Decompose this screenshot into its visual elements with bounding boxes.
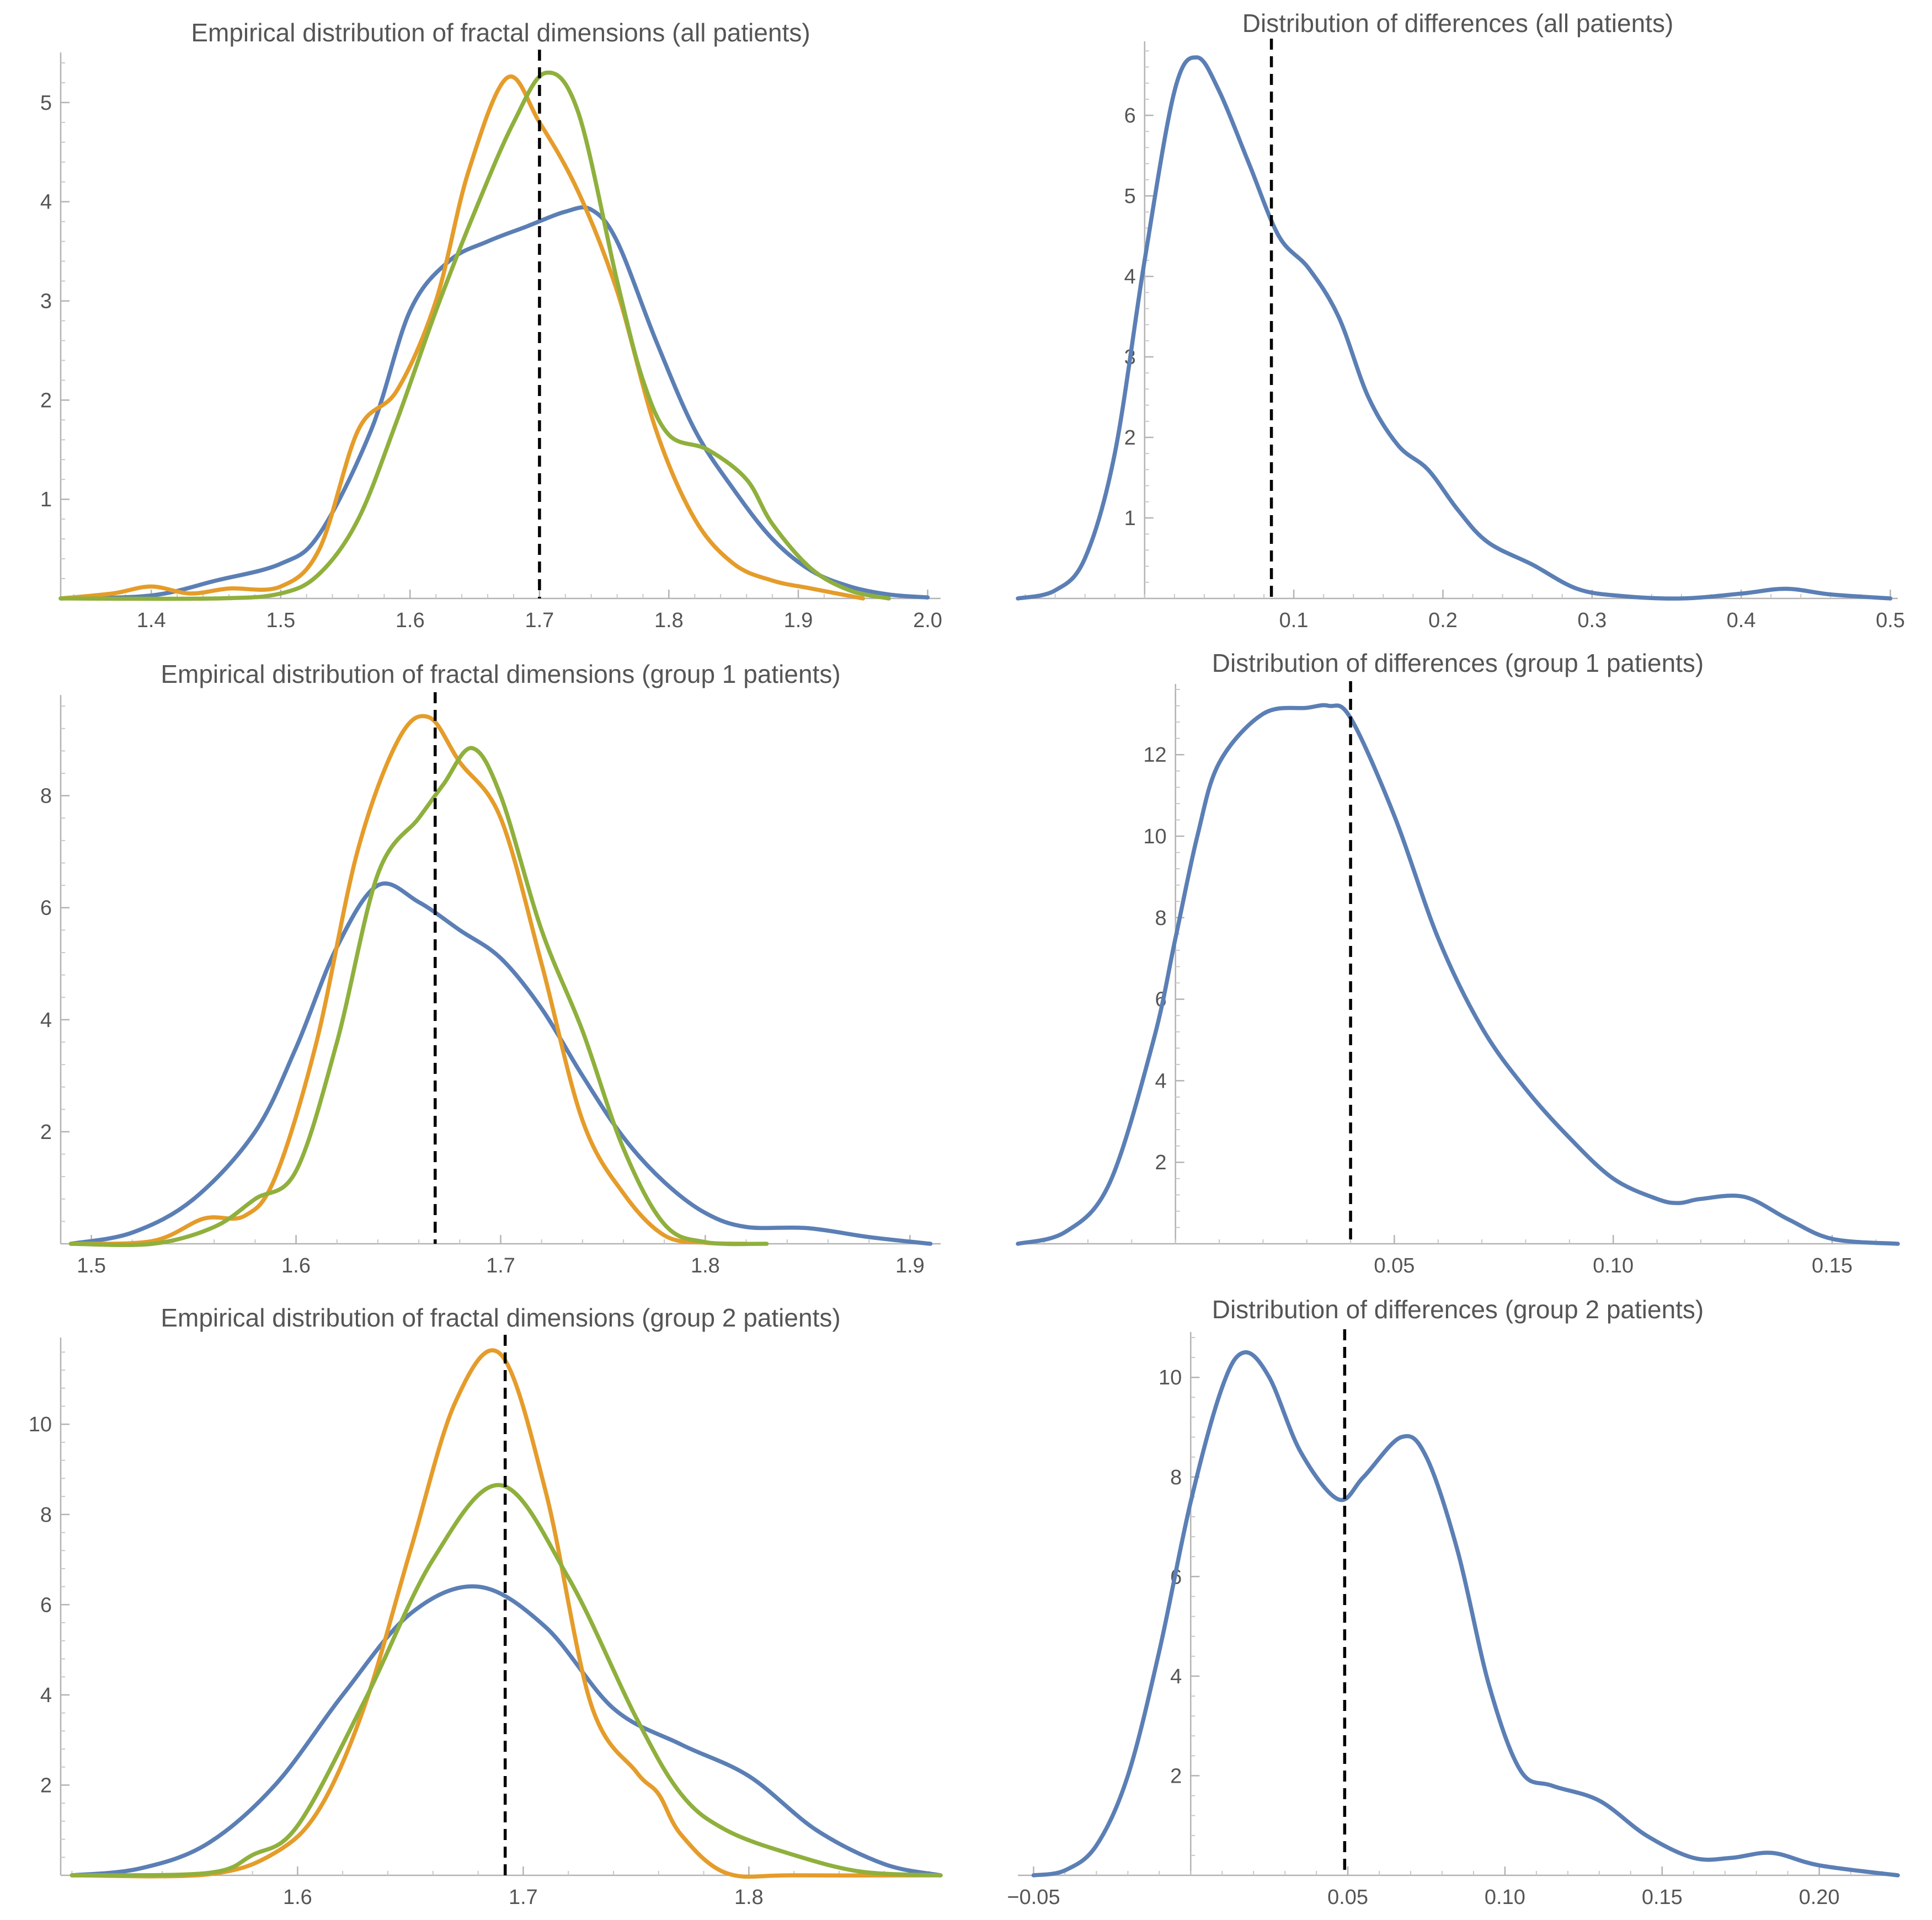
x-tick-label: 0.05 [1374, 1254, 1415, 1277]
chart-title: Empirical distribution of fractal dimens… [161, 1303, 840, 1332]
x-tick-label: 1.7 [509, 1886, 538, 1909]
x-tick-label: 2.0 [913, 609, 942, 632]
chart-title: Empirical distribution of fractal dimens… [161, 660, 840, 688]
y-tick-label: 2 [40, 389, 52, 412]
x-tick-label: 1.9 [895, 1254, 925, 1277]
x-tick-label: 0.15 [1812, 1254, 1853, 1277]
y-tick-label: 5 [1124, 185, 1136, 208]
y-tick-label: 4 [1155, 1069, 1167, 1093]
x-tick-label: 1.5 [266, 609, 295, 632]
y-tick-label: 6 [1124, 104, 1136, 127]
x-tick-label: 1.8 [691, 1254, 720, 1277]
density-curve-blue [68, 881, 933, 1246]
x-tick-label: 1.8 [654, 609, 684, 632]
chart-title: Distribution of differences (group 2 pat… [1212, 1295, 1704, 1324]
density-curve-orange [68, 714, 749, 1246]
chart-title: Distribution of differences (all patient… [1242, 9, 1674, 38]
x-tick-label: 1.9 [784, 609, 813, 632]
y-tick-label: 2 [1170, 1764, 1182, 1788]
x-tick-label: 0.10 [1485, 1886, 1525, 1909]
density-curve-green [70, 1483, 943, 1878]
y-tick-label: 2 [40, 1774, 52, 1797]
density-curve-orange [58, 74, 866, 601]
y-tick-label: 6 [40, 1593, 52, 1617]
y-tick-label: 2 [1155, 1151, 1167, 1174]
density-curve-green [58, 70, 891, 601]
y-tick-label: 2 [1124, 426, 1136, 450]
x-tick-label: 1.6 [396, 609, 425, 632]
y-tick-label: 1 [40, 488, 52, 511]
chart-title: Empirical distribution of fractal dimens… [191, 18, 810, 47]
panel-fractal-group2: Empirical distribution of fractal dimens… [29, 1303, 943, 1909]
x-tick-label: 0.20 [1799, 1886, 1840, 1909]
y-tick-label: 10 [1159, 1366, 1182, 1389]
chart-title: Distribution of differences (group 1 pat… [1212, 649, 1704, 677]
density-curve-blue [1016, 55, 1893, 601]
density-curve-blue [58, 205, 930, 601]
y-tick-label: 3 [40, 290, 52, 313]
x-tick-label: 1.6 [281, 1254, 311, 1277]
x-tick-label: 1.7 [525, 609, 554, 632]
x-tick-label: 1.7 [486, 1254, 515, 1277]
density-curve-blue [1016, 703, 1900, 1246]
x-tick-label: 0.5 [1876, 609, 1905, 632]
x-tick-label: 0.10 [1593, 1254, 1634, 1277]
x-tick-label: 0.05 [1327, 1886, 1368, 1909]
y-tick-label: 10 [29, 1413, 52, 1436]
x-tick-label: 1.4 [137, 609, 166, 632]
x-tick-label: 0.15 [1642, 1886, 1683, 1909]
y-tick-label: 4 [1170, 1665, 1182, 1688]
panel-fractal-all: Empirical distribution of fractal dimens… [40, 18, 942, 632]
x-tick-label: 1.5 [77, 1254, 106, 1277]
y-tick-label: 10 [1143, 825, 1166, 848]
y-tick-label: 4 [1124, 265, 1136, 288]
x-tick-label: −0.05 [1007, 1886, 1060, 1909]
y-tick-label: 5 [40, 92, 52, 115]
x-tick-label: 0.3 [1577, 609, 1607, 632]
x-tick-label: 0.1 [1279, 609, 1309, 632]
density-curve-green [68, 746, 769, 1248]
y-tick-label: 8 [1155, 907, 1167, 930]
y-tick-label: 6 [40, 897, 52, 920]
panel-differences-group2: Distribution of differences (group 2 pat… [1007, 1295, 1900, 1909]
density-curve-blue [70, 1584, 943, 1878]
x-tick-label: 0.4 [1727, 609, 1756, 632]
y-tick-label: 8 [40, 1504, 52, 1527]
density-curve-blue [1031, 1350, 1900, 1878]
x-tick-label: 1.6 [283, 1886, 312, 1909]
panel-differences-group1: Distribution of differences (group 1 pat… [1016, 649, 1900, 1277]
panel-fractal-group1: Empirical distribution of fractal dimens… [40, 660, 941, 1277]
density-curve-orange [70, 1348, 943, 1879]
y-tick-label: 2 [40, 1121, 52, 1144]
y-tick-label: 1 [1124, 507, 1136, 530]
y-tick-label: 4 [40, 191, 52, 214]
y-tick-label: 12 [1143, 744, 1166, 767]
y-tick-label: 4 [40, 1009, 52, 1032]
y-tick-label: 4 [40, 1684, 52, 1707]
panel-differences-all: Distribution of differences (all patient… [1016, 9, 1905, 632]
x-tick-label: 0.2 [1428, 609, 1458, 632]
y-tick-label: 8 [40, 785, 52, 808]
x-tick-label: 1.8 [734, 1886, 764, 1909]
y-tick-label: 8 [1170, 1466, 1182, 1489]
